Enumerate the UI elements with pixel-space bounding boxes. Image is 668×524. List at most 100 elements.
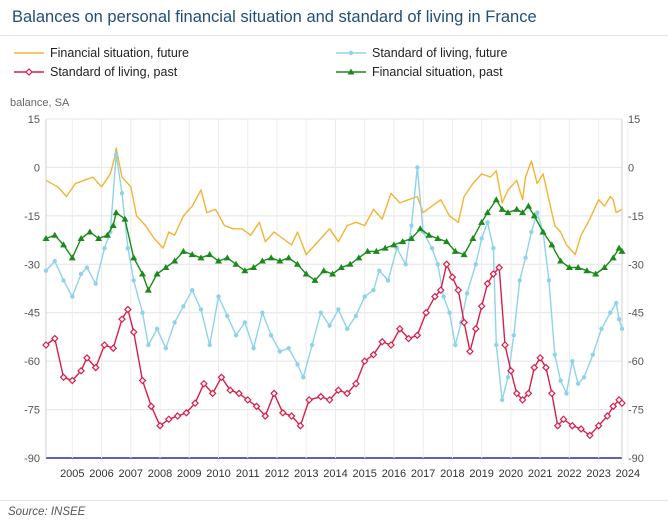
data-point bbox=[585, 431, 594, 440]
data-point bbox=[61, 278, 66, 283]
data-point bbox=[84, 265, 90, 270]
data-point bbox=[501, 341, 509, 349]
data-point bbox=[511, 333, 517, 338]
data-point bbox=[346, 260, 354, 267]
data-point bbox=[464, 291, 470, 296]
data-point bbox=[215, 257, 223, 264]
data-point bbox=[616, 316, 622, 322]
x-tick-label: 2007 bbox=[119, 468, 143, 480]
data-point bbox=[619, 326, 625, 332]
data-point bbox=[131, 278, 136, 283]
legend-marker bbox=[25, 68, 33, 76]
data-point bbox=[276, 257, 284, 264]
data-point bbox=[390, 241, 398, 248]
data-point bbox=[360, 357, 369, 365]
data-point bbox=[553, 421, 562, 430]
y-tick-label: -15 bbox=[24, 211, 40, 223]
data-point bbox=[425, 231, 433, 238]
data-point bbox=[337, 264, 345, 271]
series-financial-situation-future bbox=[45, 147, 623, 256]
y-tick-label: -90 bbox=[24, 453, 40, 465]
title-divider bbox=[0, 35, 668, 36]
x-tick-label: 2014 bbox=[323, 468, 347, 480]
data-point bbox=[353, 313, 359, 319]
x-tick-labels: 2005 2006 2007 2008 2009 2010 2011 2012 2013 2014… bbox=[60, 468, 640, 480]
x-tick-label: 2022 bbox=[557, 468, 581, 480]
data-point bbox=[206, 251, 214, 258]
x-tick-label: 2008 bbox=[148, 468, 172, 480]
data-point bbox=[494, 342, 499, 348]
data-point bbox=[320, 267, 328, 274]
data-point bbox=[547, 389, 556, 398]
data-point bbox=[216, 294, 221, 299]
data-point bbox=[182, 408, 191, 417]
data-point bbox=[431, 292, 439, 301]
data-point bbox=[258, 257, 266, 264]
data-point bbox=[568, 421, 577, 430]
data-point bbox=[50, 334, 59, 343]
data-point bbox=[95, 234, 103, 241]
data-point bbox=[609, 254, 617, 261]
data-point bbox=[395, 325, 404, 333]
data-point bbox=[146, 342, 151, 348]
data-point bbox=[59, 373, 68, 382]
data-point bbox=[343, 389, 352, 398]
data-point bbox=[172, 320, 177, 325]
data-point bbox=[429, 245, 435, 251]
y-tick-label: -30 bbox=[628, 259, 644, 271]
data-point bbox=[226, 386, 235, 395]
x-tick-label: 2006 bbox=[89, 468, 113, 480]
data-point bbox=[251, 346, 256, 351]
data-point bbox=[154, 326, 160, 332]
data-point bbox=[250, 264, 258, 271]
data-point bbox=[267, 254, 275, 261]
y-tick-label: -45 bbox=[24, 308, 40, 320]
legend-item-financial-situation-future: Financial situation, future bbox=[14, 46, 189, 60]
data-point bbox=[615, 244, 623, 251]
data-point bbox=[435, 262, 440, 267]
x-tick-label: 2015 bbox=[352, 468, 376, 480]
data-point bbox=[355, 254, 363, 261]
x-tick-label: 2024 bbox=[616, 468, 640, 480]
data-point bbox=[473, 262, 479, 267]
data-point bbox=[302, 270, 310, 277]
y-tick-label: -15 bbox=[628, 211, 644, 223]
data-point bbox=[43, 268, 49, 273]
y-tick-label: 0 bbox=[34, 162, 40, 174]
data-point bbox=[539, 228, 547, 235]
data-point bbox=[558, 378, 563, 383]
data-point bbox=[100, 341, 109, 349]
data-point bbox=[260, 310, 265, 315]
x-tick-label: 2021 bbox=[528, 468, 552, 480]
series-standard-of-living-future bbox=[43, 152, 625, 403]
y-tick-labels-right: 15 0 -15 -30 -45 -60 -75 -90 bbox=[628, 114, 644, 465]
x-tick-label: 2013 bbox=[294, 468, 318, 480]
data-point bbox=[270, 389, 278, 398]
y-tick-label: 15 bbox=[628, 114, 640, 126]
data-point bbox=[485, 220, 490, 225]
data-point bbox=[590, 352, 595, 357]
data-point bbox=[557, 257, 565, 264]
data-point bbox=[600, 264, 608, 271]
data-point bbox=[109, 344, 118, 353]
data-point bbox=[369, 350, 378, 359]
data-point bbox=[42, 234, 50, 241]
y-tick-label: -75 bbox=[628, 405, 644, 417]
data-point bbox=[542, 363, 550, 372]
data-point bbox=[293, 260, 301, 267]
legend-label: Standard of living, future bbox=[372, 46, 508, 60]
data-point bbox=[404, 334, 413, 343]
data-point bbox=[140, 310, 145, 315]
data-point bbox=[477, 302, 486, 311]
legend-label: Financial situation, future bbox=[50, 46, 189, 60]
data-point bbox=[171, 257, 179, 264]
data-point bbox=[352, 379, 360, 388]
data-point bbox=[387, 341, 395, 349]
x-tick-label: 2023 bbox=[586, 468, 610, 480]
data-point bbox=[517, 278, 522, 283]
data-point bbox=[301, 375, 306, 380]
data-point bbox=[285, 254, 293, 261]
x-tick-label: 2011 bbox=[236, 468, 260, 480]
data-point bbox=[441, 294, 446, 299]
data-point bbox=[60, 241, 68, 248]
